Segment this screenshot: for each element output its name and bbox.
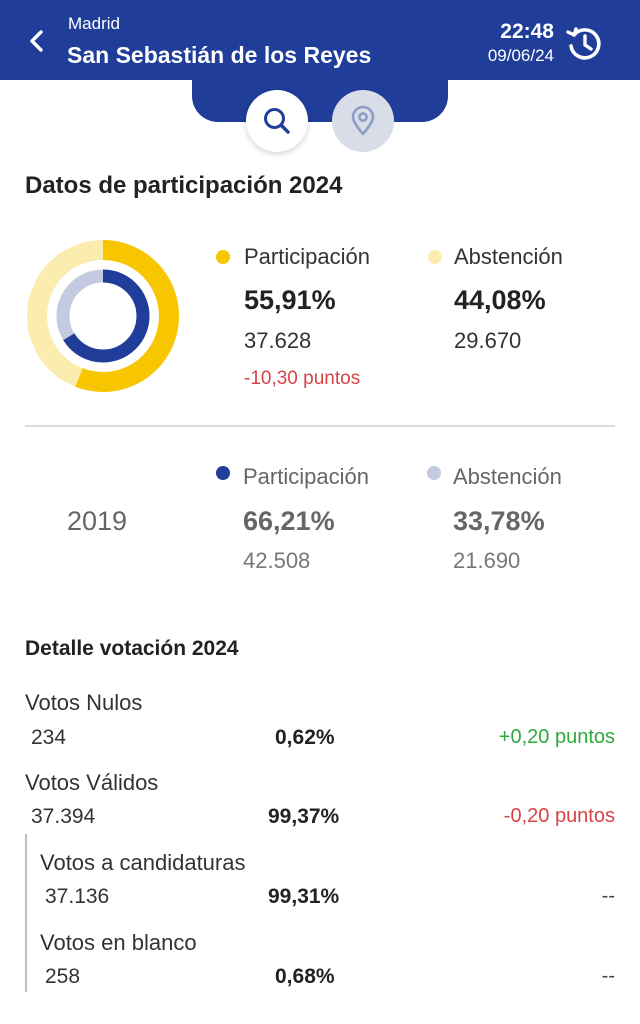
prev-abstention-label: Abstención [453,464,562,489]
subgroup-indent-line [25,834,27,992]
detail-row-delta: -0,20 puntos [503,805,615,827]
detail-subrow-label: Votos en blanco [40,930,197,955]
detail-subrow-delta: -- [601,885,615,907]
back-button[interactable] [22,26,52,56]
participation-title: Datos de participación 2024 [25,172,343,199]
update-date: 09/06/24 [487,46,554,65]
chevron-left-icon [30,30,43,52]
abstention-label: Abstención [454,244,563,269]
detail-row-count: 37.394 [31,805,96,828]
participation-donut-chart [27,240,179,392]
app-header: Madrid San Sebastián de los Reyes 22:48 … [0,0,640,80]
detail-title: Detalle votación 2024 [25,637,239,660]
history-clock-icon [566,27,601,60]
participation-percentage: 55,91% [244,285,336,315]
abstention-percentage: 44,08% [454,285,546,315]
map-tab-button[interactable] [332,90,394,152]
detail-subrow-label: Votos a candidaturas [40,850,246,875]
detail-row-percentage: 0,62% [275,726,335,749]
search-icon [264,108,290,134]
participation-delta: -10,30 puntos [244,368,361,389]
prev-participation-count: 42.508 [243,548,311,573]
map-pin-icon [351,105,375,136]
update-time: 22:48 [500,20,554,43]
detail-row-label: Votos Nulos [25,690,143,715]
participation-label: Participación [244,244,370,269]
detail-subrow-percentage: 0,68% [275,965,335,988]
prev-participation-percentage: 66,21% [243,506,335,536]
comparison-year: 2019 [67,506,128,536]
view-switch-tray [192,78,448,122]
region-label: Madrid [68,14,120,33]
detail-subrow-count: 258 [45,965,81,988]
history-button[interactable] [562,22,606,66]
detail-subrow-delta: -- [601,965,615,987]
detail-row-count: 234 [31,726,67,749]
participation-count: 37.628 [244,328,312,353]
search-tab-button[interactable] [246,90,308,152]
detail-subrow-count: 37.136 [45,885,110,908]
prev-abstention-count: 21.690 [453,548,521,573]
detail-row-label: Votos Válidos [25,770,159,795]
abstention-legend-dot [428,250,442,264]
prev-abstention-legend-dot [427,466,441,480]
prev-participation-label: Participación [243,464,369,489]
prev-participation-legend-dot [216,466,230,480]
prev-abstention-percentage: 33,78% [453,506,545,536]
abstention-count: 29.670 [454,328,522,353]
detail-row-delta: +0,20 puntos [498,726,615,748]
detail-row-percentage: 99,37% [268,805,340,828]
section-divider [25,425,615,427]
municipality-title: San Sebastián de los Reyes [67,42,372,68]
detail-subrow-percentage: 99,31% [268,885,340,908]
participation-legend-dot [216,250,230,264]
